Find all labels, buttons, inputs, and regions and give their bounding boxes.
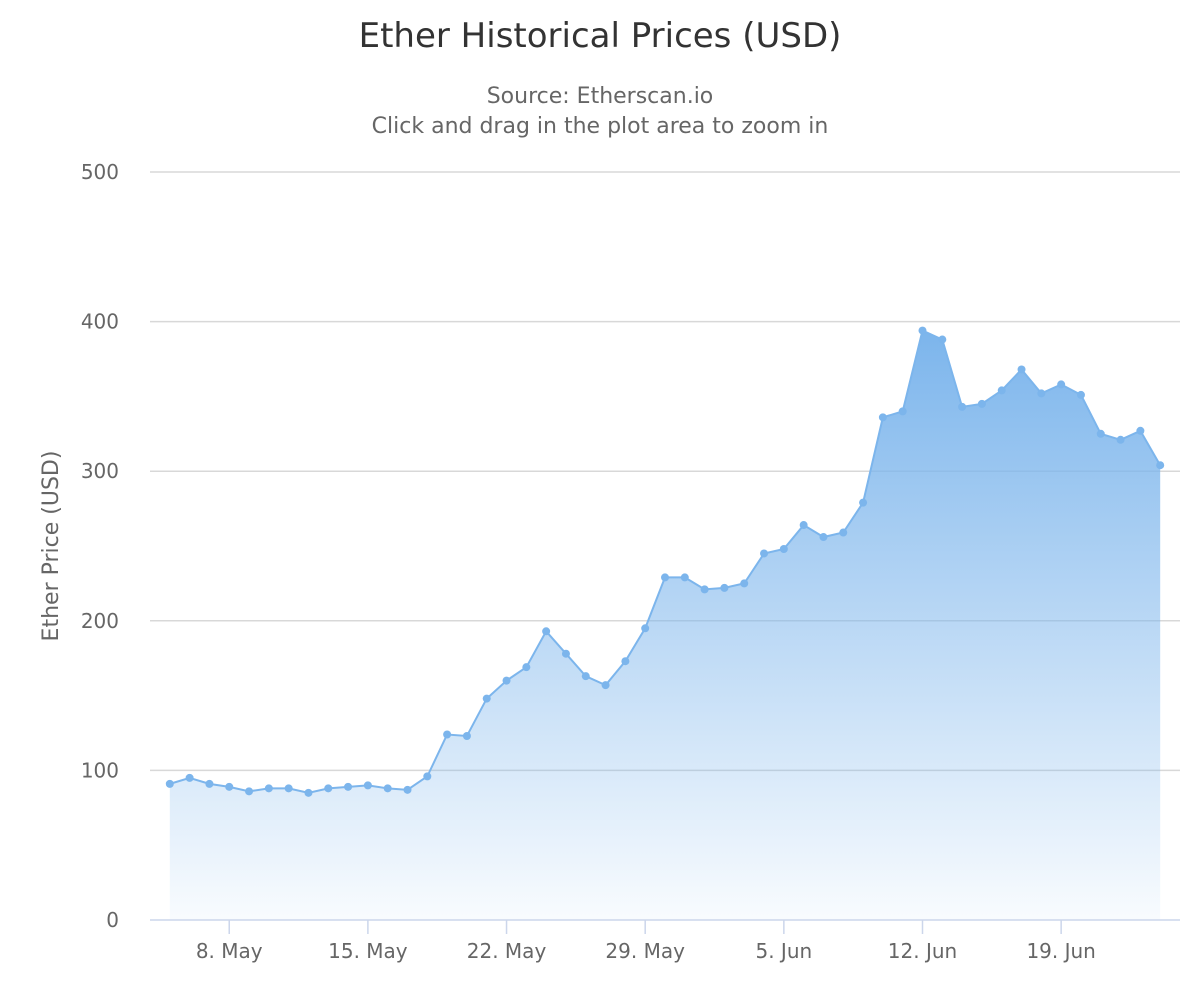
y-tick-label: 500 — [81, 160, 119, 184]
data-point[interactable] — [165, 779, 174, 788]
data-point[interactable] — [720, 583, 729, 592]
data-point[interactable] — [918, 326, 927, 335]
y-tick-label: 0 — [106, 908, 119, 932]
data-point[interactable] — [661, 573, 669, 582]
data-point[interactable] — [304, 788, 313, 797]
y-tick-label: 300 — [81, 459, 119, 483]
data-point[interactable] — [819, 533, 828, 542]
series-area — [169, 330, 1161, 920]
data-point[interactable] — [462, 731, 471, 740]
chart-subtitle-source: Source: Etherscan.io — [487, 84, 714, 109]
x-axis: 8. May 15. May 22. May 29. May 5. Jun 12. Jun… — [150, 919, 1180, 963]
data-point[interactable] — [601, 681, 610, 690]
chart-title: Ether Historical Prices (USD) — [359, 16, 842, 56]
x-tick-label: 8. May — [196, 939, 263, 963]
data-point[interactable] — [1136, 426, 1145, 435]
data-point[interactable] — [641, 624, 650, 633]
data-point[interactable] — [878, 413, 887, 422]
data-point[interactable] — [502, 676, 511, 685]
plot-area[interactable] — [165, 326, 1165, 920]
data-point[interactable] — [561, 649, 570, 658]
data-point[interactable] — [264, 784, 273, 793]
data-point[interactable] — [958, 402, 967, 411]
data-point[interactable] — [1017, 365, 1026, 374]
data-point[interactable] — [482, 694, 491, 703]
data-point[interactable] — [859, 498, 868, 507]
x-tick-label: 15. May — [328, 939, 408, 963]
data-point[interactable] — [898, 407, 907, 416]
data-point[interactable] — [284, 784, 293, 793]
y-tick-label: 200 — [81, 609, 119, 633]
data-point[interactable] — [443, 730, 452, 739]
data-point[interactable] — [403, 785, 412, 794]
data-point[interactable] — [740, 579, 749, 588]
data-point[interactable] — [324, 784, 333, 793]
data-point[interactable] — [621, 657, 630, 666]
data-point[interactable] — [1116, 435, 1125, 444]
y-tick-label: 100 — [81, 758, 119, 782]
data-point[interactable] — [997, 386, 1006, 395]
data-point[interactable] — [1037, 389, 1046, 398]
data-point[interactable] — [839, 528, 848, 537]
data-point[interactable] — [680, 573, 689, 582]
data-point[interactable] — [363, 781, 372, 790]
data-point[interactable] — [542, 627, 551, 636]
data-point[interactable] — [344, 782, 353, 791]
data-point[interactable] — [779, 544, 788, 553]
x-tick-label: 29. May — [605, 939, 685, 963]
x-tick-label: 19. Jun — [1026, 939, 1095, 963]
data-point[interactable] — [423, 772, 432, 781]
data-point[interactable] — [383, 784, 392, 793]
data-point[interactable] — [1156, 461, 1165, 470]
data-point[interactable] — [225, 782, 234, 791]
data-point[interactable] — [760, 549, 769, 558]
data-point[interactable] — [1096, 429, 1105, 438]
x-tick-label: 22. May — [467, 939, 547, 963]
data-point[interactable] — [799, 521, 808, 530]
data-point[interactable] — [581, 672, 590, 681]
data-point[interactable] — [700, 585, 709, 594]
chart-subtitle-hint: Click and drag in the plot area to zoom … — [372, 114, 829, 139]
data-point[interactable] — [522, 663, 531, 672]
x-tick-label: 5. Jun — [755, 939, 812, 963]
data-point[interactable] — [205, 779, 214, 788]
y-tick-label: 400 — [81, 310, 119, 334]
data-point[interactable] — [245, 787, 254, 796]
y-axis-label: Ether Price (USD) — [39, 451, 64, 642]
y-axis-ticks: 0 100 200 300 400 500 — [81, 160, 119, 932]
x-tick-label: 12. Jun — [888, 939, 957, 963]
data-point[interactable] — [1057, 380, 1066, 389]
data-point[interactable] — [185, 773, 194, 782]
data-point[interactable] — [938, 335, 947, 344]
data-point[interactable] — [1076, 390, 1085, 399]
data-point[interactable] — [977, 399, 986, 408]
